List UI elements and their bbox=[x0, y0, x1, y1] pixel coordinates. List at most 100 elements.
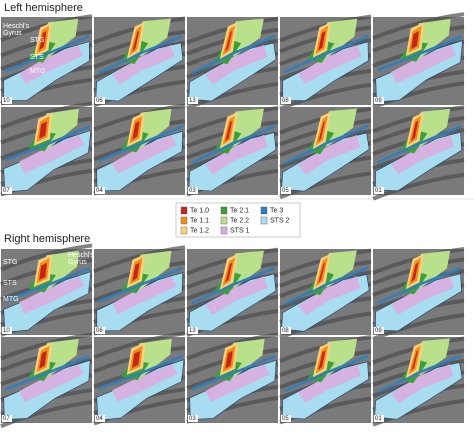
panel-label-bg bbox=[374, 97, 384, 104]
region-te3 bbox=[98, 266, 183, 303]
annotation: STG bbox=[30, 37, 44, 44]
region-te10 bbox=[318, 262, 325, 284]
panel-label-bg bbox=[95, 327, 105, 334]
sulcus bbox=[372, 12, 465, 41]
panel-label-bg bbox=[374, 415, 384, 422]
region-te3 bbox=[191, 266, 276, 305]
region-te3 bbox=[98, 354, 184, 390]
panel-label: 05 bbox=[282, 416, 289, 422]
legend-label: STS 2 bbox=[270, 218, 290, 225]
region-te3 bbox=[191, 125, 276, 164]
region-sts1 bbox=[112, 45, 175, 85]
region-te3 bbox=[5, 266, 91, 302]
legend-swatch bbox=[180, 226, 188, 235]
region-te10 bbox=[225, 121, 233, 142]
panel-label: 13 bbox=[189, 328, 196, 334]
region-te10 bbox=[39, 262, 47, 280]
panel-label-bg bbox=[2, 415, 12, 422]
sulcus bbox=[0, 332, 93, 361]
sulcus bbox=[186, 332, 279, 361]
panel-label-bg bbox=[188, 97, 198, 104]
panel-label-bg bbox=[2, 327, 12, 334]
region-te3 bbox=[5, 354, 90, 391]
panel-label: 03 bbox=[189, 416, 196, 422]
sulcus bbox=[0, 101, 93, 130]
region-te3 bbox=[284, 35, 369, 73]
annotation: STG bbox=[3, 259, 17, 266]
sulcus bbox=[0, 400, 93, 428]
panel-label-bg bbox=[95, 97, 105, 104]
region-sts1 bbox=[298, 364, 362, 403]
region-te10 bbox=[132, 351, 140, 368]
region-sts1 bbox=[112, 276, 177, 315]
region-te10 bbox=[225, 350, 233, 369]
region-sts1 bbox=[298, 276, 361, 316]
region-sts1 bbox=[205, 276, 268, 315]
legend-label: Te 1.0 bbox=[190, 208, 209, 215]
sulcus bbox=[93, 245, 186, 274]
region-te3 bbox=[97, 35, 183, 75]
sulcus bbox=[372, 172, 465, 201]
section-title: Left hemisphere bbox=[4, 2, 83, 14]
region-te10 bbox=[225, 262, 233, 283]
panel-label: 05 bbox=[282, 188, 289, 194]
region-te3 bbox=[377, 354, 462, 394]
sulcus bbox=[0, 243, 93, 272]
region-sts1 bbox=[112, 364, 178, 402]
panel-label-bg bbox=[188, 187, 198, 194]
sulcus bbox=[186, 81, 279, 110]
panel-label: 09 bbox=[375, 98, 382, 104]
legend-label: Te 2.2 bbox=[230, 218, 249, 225]
panel-label: 01 bbox=[375, 416, 382, 422]
region-te10 bbox=[39, 121, 47, 139]
annotation: Gyrus bbox=[3, 30, 22, 37]
legend-swatch bbox=[220, 226, 228, 235]
region-te10 bbox=[132, 121, 140, 140]
legend-label: Te 2.1 bbox=[230, 208, 249, 215]
legend-box bbox=[175, 202, 301, 238]
panel-label: 08 bbox=[282, 98, 289, 104]
annotation: STS bbox=[30, 54, 44, 61]
annotation: MTG bbox=[3, 296, 19, 303]
region-te10 bbox=[318, 31, 326, 51]
legend-swatch bbox=[180, 216, 188, 225]
panel-label: 10 bbox=[3, 328, 10, 334]
panel-label: 07 bbox=[3, 188, 10, 194]
region-te10 bbox=[132, 30, 140, 52]
sulcus bbox=[279, 82, 372, 111]
region-te3 bbox=[98, 125, 183, 163]
panel-label-bg bbox=[2, 97, 12, 104]
region-te3 bbox=[5, 125, 91, 162]
panel-label-bg bbox=[281, 327, 291, 334]
region-sts1 bbox=[205, 135, 268, 175]
panel-label: 13 bbox=[189, 98, 196, 104]
region-te3 bbox=[284, 125, 369, 165]
region-te3 bbox=[377, 125, 462, 164]
legend-label: Te 3 bbox=[270, 208, 283, 215]
legend-label: STS 1 bbox=[230, 228, 250, 235]
region-te10 bbox=[132, 262, 140, 282]
sulcus bbox=[93, 103, 186, 132]
panel-label-bg bbox=[374, 327, 384, 334]
section-title: Right hemisphere bbox=[4, 233, 90, 245]
region-sts1 bbox=[298, 135, 361, 175]
legend-swatch bbox=[260, 206, 268, 215]
region-sts1 bbox=[19, 276, 85, 314]
panel-label-bg bbox=[188, 327, 198, 334]
panel-label-bg bbox=[95, 187, 105, 194]
region-te3 bbox=[191, 35, 276, 75]
panel-label-bg bbox=[2, 187, 12, 194]
legend-label: Te 1.2 bbox=[190, 228, 209, 235]
panel-label-bg bbox=[188, 415, 198, 422]
region-te10 bbox=[318, 350, 326, 371]
panel-label: 04 bbox=[96, 416, 103, 422]
region-te10 bbox=[39, 350, 47, 369]
annotation: MTG bbox=[30, 68, 46, 75]
region-sts1 bbox=[19, 364, 84, 402]
sulcus bbox=[372, 312, 465, 341]
legend-label: Te 1.1 bbox=[190, 218, 209, 225]
panel-label: 08 bbox=[282, 328, 289, 334]
region-te10 bbox=[225, 30, 233, 52]
annotation: STS bbox=[3, 280, 17, 287]
panel-label: 09 bbox=[375, 328, 382, 334]
